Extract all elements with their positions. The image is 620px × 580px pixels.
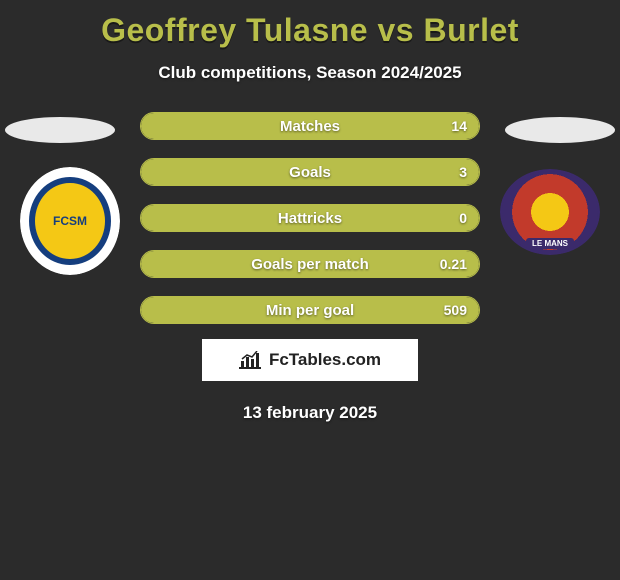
page-title: Geoffrey Tulasne vs Burlet [0, 0, 620, 49]
subtitle: Club competitions, Season 2024/2025 [0, 63, 620, 83]
stat-label: Goals [141, 159, 479, 185]
stat-value: 3 [459, 159, 467, 185]
stat-row-matches: Matches 14 [140, 112, 480, 140]
club-badge-right: LE MANS [500, 169, 600, 255]
stat-value: 509 [444, 297, 467, 323]
sochaux-badge-bg: FCSM [20, 167, 120, 275]
stat-value: 0.21 [440, 251, 467, 277]
comparison-panel: FCSM LE MANS Matches 14 Goals 3 Hattrick… [0, 117, 620, 327]
stat-label: Matches [141, 113, 479, 139]
branding-text: FcTables.com [269, 350, 381, 370]
stat-label: Min per goal [141, 297, 479, 323]
stat-rows: Matches 14 Goals 3 Hattricks 0 Goals per… [140, 112, 480, 342]
player-left-ellipse [5, 117, 115, 143]
stat-label: Goals per match [141, 251, 479, 277]
lemans-badge: LE MANS [500, 169, 600, 255]
branding-box[interactable]: FcTables.com [202, 339, 418, 381]
stat-row-goals: Goals 3 [140, 158, 480, 186]
sochaux-badge-text: FCSM [53, 215, 87, 227]
stat-row-hattricks: Hattricks 0 [140, 204, 480, 232]
footer-date: 13 february 2025 [0, 403, 620, 423]
stat-label: Hattricks [141, 205, 479, 231]
stat-value: 14 [451, 113, 467, 139]
chart-icon [239, 351, 261, 369]
stat-value: 0 [459, 205, 467, 231]
sochaux-badge-inner: FCSM [29, 177, 111, 266]
stat-row-gpm: Goals per match 0.21 [140, 250, 480, 278]
player-right-ellipse [505, 117, 615, 143]
stat-row-mpg: Min per goal 509 [140, 296, 480, 324]
club-badge-left: FCSM [20, 167, 120, 275]
lemans-badge-text: LE MANS [526, 238, 574, 249]
